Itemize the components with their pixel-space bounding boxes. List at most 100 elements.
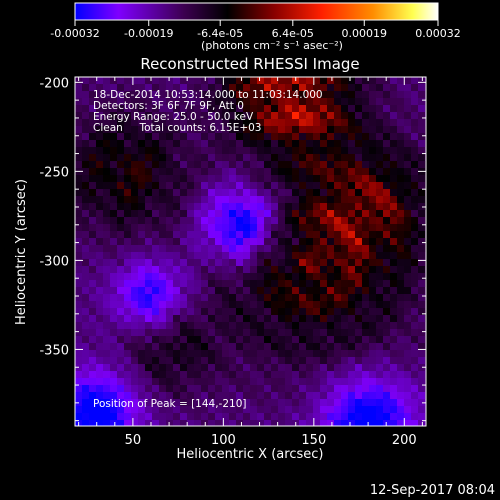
heatmap-cell — [243, 413, 251, 421]
heatmap-cell — [348, 91, 356, 99]
y-tick-label: -350 — [39, 343, 69, 358]
heatmap-cell — [285, 378, 293, 386]
heatmap-cell — [75, 210, 83, 218]
heatmap-cell — [145, 343, 153, 351]
heatmap-cell — [411, 329, 419, 337]
heatmap-cell — [369, 294, 377, 302]
heatmap-cell — [299, 210, 307, 218]
annotation-time-range: 18-Dec-2014 10:53:14.000 to 11:03:14.000 — [93, 89, 323, 101]
heatmap-cell — [271, 280, 279, 288]
heatmap-cell — [138, 91, 146, 99]
heatmap-cell — [82, 161, 90, 169]
heatmap-cell — [159, 392, 167, 400]
heatmap-cell — [411, 210, 419, 218]
heatmap-cell — [152, 287, 160, 295]
heatmap-cell — [278, 126, 286, 134]
heatmap-cell — [89, 252, 97, 260]
heatmap-cell — [376, 189, 384, 197]
heatmap-cell — [75, 147, 83, 155]
heatmap-cell — [369, 392, 377, 400]
heatmap-cell — [376, 280, 384, 288]
heatmap-cell — [362, 238, 370, 246]
heatmap-cell — [82, 105, 90, 113]
heatmap-cell — [334, 273, 342, 281]
heatmap-cell — [285, 385, 293, 393]
heatmap-cell — [334, 343, 342, 351]
heatmap-cell — [327, 105, 335, 113]
heatmap-cell — [299, 259, 307, 267]
heatmap-cell — [271, 308, 279, 316]
heatmap-cell — [145, 273, 153, 281]
heatmap-cell — [271, 91, 279, 99]
heatmap-cell — [180, 175, 188, 183]
heatmap-cell — [131, 238, 139, 246]
heatmap-cell — [264, 343, 272, 351]
heatmap-cell — [411, 280, 419, 288]
heatmap-cell — [292, 245, 300, 253]
heatmap-cell — [404, 224, 412, 232]
heatmap-cell — [411, 301, 419, 309]
heatmap-cell — [222, 175, 230, 183]
heatmap-cell — [271, 357, 279, 365]
heatmap-cell — [124, 343, 132, 351]
heatmap-cell — [75, 126, 83, 134]
heatmap-cell — [131, 126, 139, 134]
heatmap-cell — [194, 119, 202, 127]
heatmap-cell — [173, 392, 181, 400]
heatmap-cell — [152, 91, 160, 99]
heatmap-cell — [299, 336, 307, 344]
heatmap-cell — [264, 371, 272, 379]
heatmap-cell — [82, 119, 90, 127]
heatmap-cell — [229, 119, 237, 127]
heatmap-cell — [243, 210, 251, 218]
heatmap-cell — [117, 196, 125, 204]
heatmap-cell — [320, 231, 328, 239]
heatmap-cell — [341, 175, 349, 183]
heatmap-cell — [327, 182, 335, 190]
heatmap-cell — [103, 161, 111, 169]
heatmap-cell — [404, 210, 412, 218]
heatmap-cell — [152, 315, 160, 323]
heatmap-cell — [341, 378, 349, 386]
heatmap-cell — [418, 203, 426, 211]
heatmap-cell — [229, 266, 237, 274]
heatmap-cell — [285, 168, 293, 176]
heatmap-cell — [159, 196, 167, 204]
heatmap-cell — [201, 308, 209, 316]
heatmap-cell — [320, 112, 328, 120]
heatmap-cell — [257, 133, 265, 141]
heatmap-cell — [103, 357, 111, 365]
heatmap-cell — [320, 91, 328, 99]
heatmap-cell — [103, 280, 111, 288]
heatmap-cell — [306, 406, 314, 414]
heatmap-cell — [355, 126, 363, 134]
heatmap-cell — [250, 301, 258, 309]
heatmap-cell — [313, 343, 321, 351]
heatmap-cell — [362, 98, 370, 106]
heatmap-cell — [82, 126, 90, 134]
heatmap-cell — [383, 280, 391, 288]
heatmap-cell — [376, 336, 384, 344]
heatmap-cell — [418, 308, 426, 316]
heatmap-cell — [411, 420, 419, 426]
heatmap-cell — [348, 413, 356, 421]
heatmap-cell — [250, 168, 258, 176]
heatmap-cell — [243, 329, 251, 337]
heatmap-cell — [201, 343, 209, 351]
heatmap-cell — [397, 217, 405, 225]
heatmap-cell — [166, 147, 174, 155]
heatmap-cell — [369, 133, 377, 141]
heatmap-cell — [278, 133, 286, 141]
heatmap-cell — [222, 189, 230, 197]
heatmap-cell — [341, 322, 349, 330]
heatmap-cell — [222, 168, 230, 176]
heatmap-cell — [285, 294, 293, 302]
heatmap-cell — [201, 238, 209, 246]
heatmap-cell — [334, 224, 342, 232]
heatmap-cell — [376, 392, 384, 400]
heatmap-cell — [208, 336, 216, 344]
heatmap-cell — [138, 406, 146, 414]
heatmap-cell — [131, 140, 139, 148]
heatmap-cell — [180, 399, 188, 407]
heatmap-cell — [110, 406, 118, 414]
